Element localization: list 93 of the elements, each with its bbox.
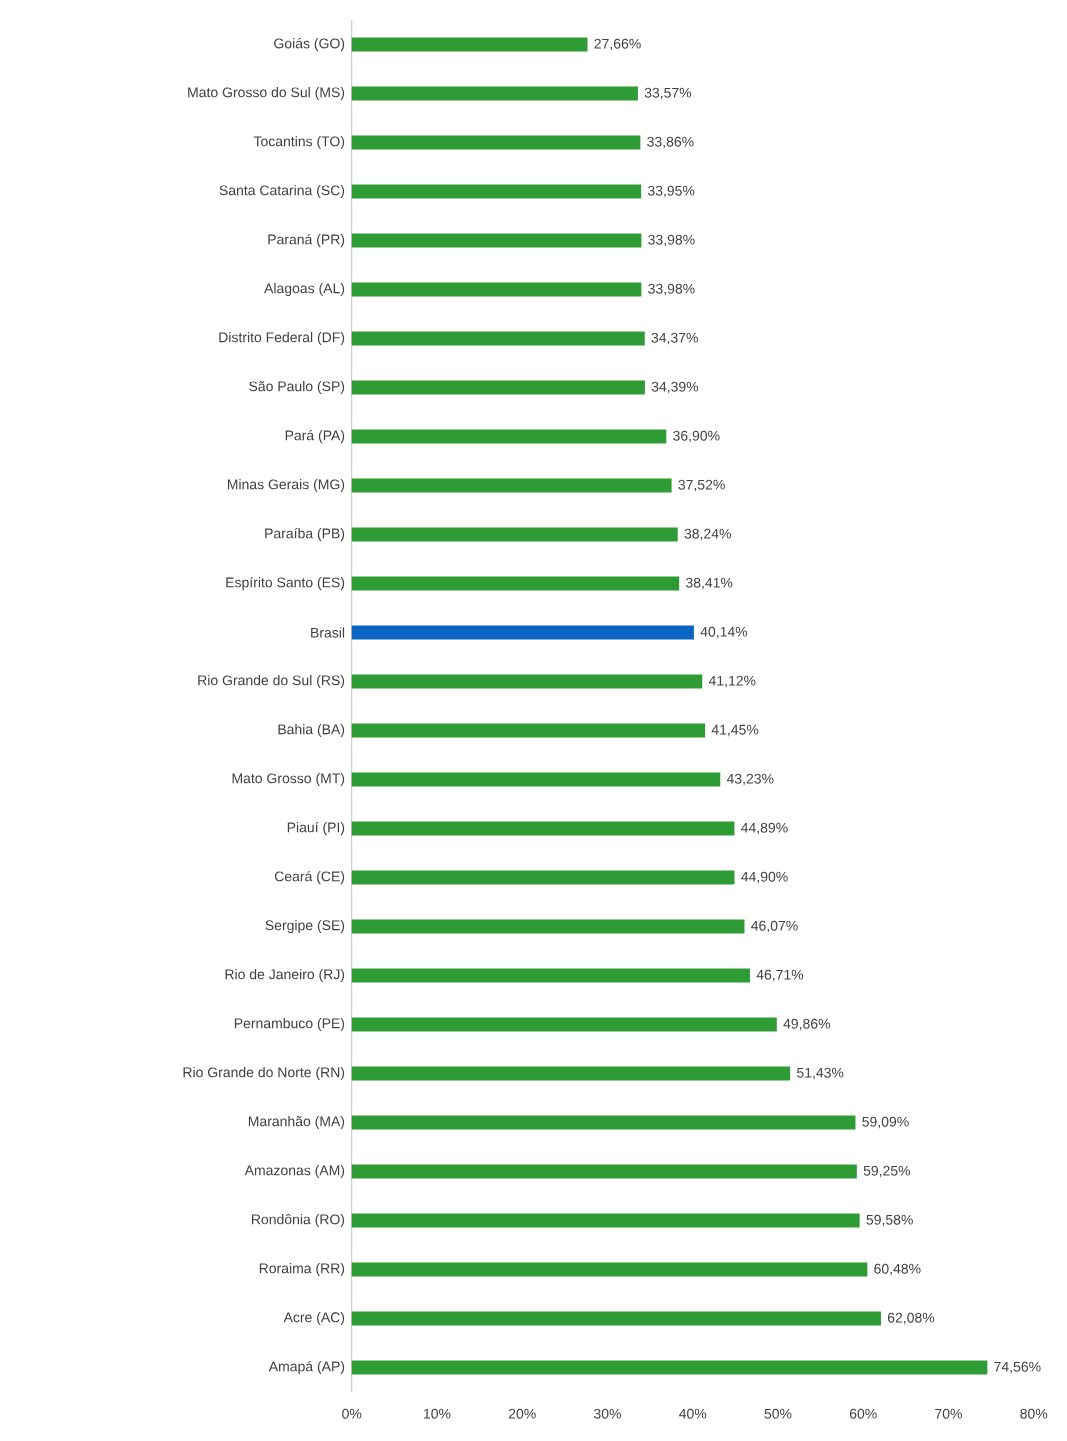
y-tick-label: Goiás (GO) xyxy=(274,37,345,52)
y-tick-label: Roraima (RR) xyxy=(259,1263,345,1277)
bar xyxy=(351,821,735,836)
x-tick-label: 50% xyxy=(764,1408,792,1419)
data-label: 74,56% xyxy=(994,1361,1041,1374)
data-label: 36,90% xyxy=(673,430,720,443)
data-label: 51,43% xyxy=(797,1067,844,1080)
y-tick-label: Pará (PA) xyxy=(285,429,345,444)
bar xyxy=(351,870,735,885)
bar xyxy=(351,625,695,640)
bar xyxy=(351,1017,777,1032)
bar xyxy=(351,1262,868,1277)
data-label: 62,08% xyxy=(888,1312,935,1325)
data-label: 33,98% xyxy=(648,283,695,296)
y-tick-label: Maranhão (MA) xyxy=(249,1116,345,1130)
y-tick-label: Mato Grosso do Sul (MS) xyxy=(188,87,345,101)
y-tick-label: Rio Grande do Norte (RN) xyxy=(183,1067,345,1081)
data-label: 34,37% xyxy=(651,332,699,345)
data-label: 33,95% xyxy=(648,185,695,198)
data-label: 41,45% xyxy=(711,724,759,737)
y-tick-label: Minas Gerais (MG) xyxy=(228,479,345,493)
x-tick-label: 10% xyxy=(424,1408,451,1419)
bar xyxy=(351,674,703,689)
bar xyxy=(351,919,745,934)
x-tick-label: 80% xyxy=(1020,1408,1048,1419)
x-tick-label: 0% xyxy=(342,1408,362,1419)
y-tick-label: Sergipe (SE) xyxy=(265,920,345,934)
bar xyxy=(351,233,642,248)
data-label: 59,25% xyxy=(863,1165,911,1178)
y-tick-label: Rio de Janeiro (RJ) xyxy=(225,969,345,983)
data-label: 38,41% xyxy=(686,577,733,590)
y-tick-label: Rio Grande do Sul (RS) xyxy=(198,675,345,689)
x-tick-label: 60% xyxy=(850,1408,877,1419)
bar xyxy=(351,723,706,738)
bar xyxy=(351,429,667,444)
data-label: 59,58% xyxy=(866,1214,914,1227)
y-tick-label: Espírito Santo (ES) xyxy=(226,576,345,591)
bar xyxy=(351,1311,882,1326)
y-tick-label: Pernambuco (PE) xyxy=(235,1018,345,1032)
data-label: 41,12% xyxy=(709,675,756,688)
data-label: 46,07% xyxy=(751,920,798,933)
data-label: 44,90% xyxy=(741,871,788,884)
y-tick-label: Bahia (BA) xyxy=(278,724,345,738)
data-label: 43,23% xyxy=(726,773,774,786)
y-tick-label: Brasil xyxy=(311,627,345,638)
bar xyxy=(351,331,645,346)
y-tick-label: Piauí (PI) xyxy=(287,821,345,836)
bar xyxy=(351,184,642,199)
y-tick-label: Rondônia (RO) xyxy=(252,1213,345,1228)
bar xyxy=(351,772,721,787)
y-tick-label: Santa Catarina (SC) xyxy=(219,185,345,199)
data-label: 33,57% xyxy=(644,87,692,100)
data-label: 37,52% xyxy=(678,479,725,492)
y-tick-label: São Paulo (SP) xyxy=(249,381,345,395)
data-label: 33,98% xyxy=(648,234,695,247)
bar xyxy=(351,478,672,493)
x-tick-label: 40% xyxy=(679,1408,707,1419)
bar xyxy=(351,968,751,983)
data-label: 46,71% xyxy=(756,969,804,982)
data-label: 60,48% xyxy=(874,1263,921,1276)
y-tick-label: Ceará (CE) xyxy=(275,870,345,885)
bar xyxy=(351,1066,791,1081)
data-label: 38,24% xyxy=(684,528,732,541)
bar xyxy=(351,1360,988,1375)
bar xyxy=(351,135,641,150)
y-tick-label: Amazonas (AM) xyxy=(244,1165,345,1179)
x-tick-label: 20% xyxy=(509,1408,536,1419)
x-tick-label: 70% xyxy=(935,1408,963,1419)
data-label: 40,14% xyxy=(700,626,748,639)
bar xyxy=(351,576,680,591)
y-tick-label: Paraíba (PB) xyxy=(265,527,345,542)
x-tick-label: 30% xyxy=(594,1408,622,1419)
y-tick-label: Distrito Federal (DF) xyxy=(219,332,345,346)
y-tick-label: Acre (AC) xyxy=(283,1312,345,1326)
bar xyxy=(351,1115,856,1130)
bar xyxy=(351,282,642,297)
bar xyxy=(351,1164,857,1179)
data-label: 44,89% xyxy=(741,822,788,835)
y-tick-label: Tocantins (TO) xyxy=(253,136,345,150)
y-tick-label: Alagoas (AL) xyxy=(264,283,345,297)
bar xyxy=(351,37,588,52)
data-label: 49,86% xyxy=(783,1018,831,1031)
bar xyxy=(351,86,639,101)
bar xyxy=(351,1213,860,1228)
data-label: 27,66% xyxy=(594,38,641,51)
y-tick-label: Amapá (AP) xyxy=(268,1360,345,1375)
data-label: 33,86% xyxy=(647,136,694,149)
bar xyxy=(351,380,646,395)
data-label: 59,09% xyxy=(862,1116,909,1129)
y-tick-label: Mato Grosso (MT) xyxy=(232,773,345,787)
data-label: 34,39% xyxy=(651,381,699,394)
bar xyxy=(351,527,678,542)
y-tick-label: Paraná (PR) xyxy=(268,233,345,248)
